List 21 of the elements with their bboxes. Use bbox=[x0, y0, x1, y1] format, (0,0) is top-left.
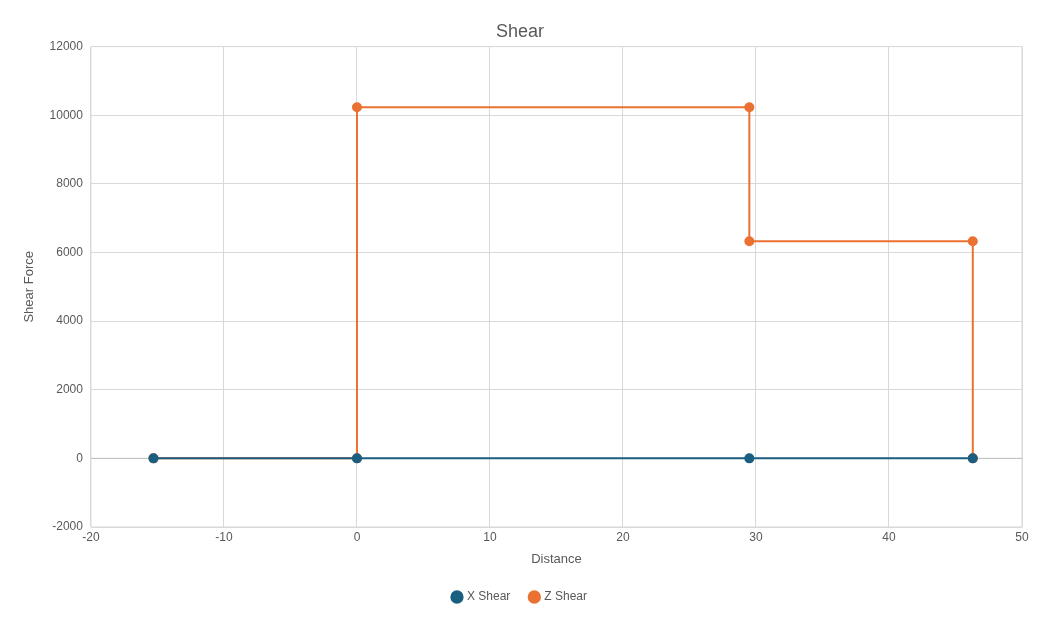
x-tick-label: 30 bbox=[749, 529, 763, 544]
x-tick-label: 20 bbox=[616, 529, 630, 544]
y-tick-label: 0 bbox=[76, 450, 84, 465]
y-tick-label: 4000 bbox=[56, 313, 84, 328]
y-tick-label: 12000 bbox=[49, 38, 84, 53]
x-tick-label: 50 bbox=[1015, 529, 1029, 544]
y-tick-label: 8000 bbox=[56, 176, 84, 191]
y-axis-title: Shear Force bbox=[21, 251, 37, 323]
x-tick-label: 10 bbox=[483, 529, 497, 544]
x-axis-title: Distance bbox=[531, 550, 582, 566]
y-tick-label: -2000 bbox=[52, 519, 84, 534]
x-tick-label: -20 bbox=[82, 529, 100, 544]
y-tick-label: 10000 bbox=[49, 107, 84, 122]
chart-title: Shear bbox=[495, 20, 545, 41]
x-tick-label: -10 bbox=[215, 529, 233, 544]
legend-label: Z Shear bbox=[544, 589, 588, 604]
y-tick-label: 2000 bbox=[56, 382, 84, 397]
legend-label: X Shear bbox=[466, 589, 511, 604]
x-tick-label: 0 bbox=[353, 529, 361, 544]
y-tick-label: 6000 bbox=[56, 244, 84, 259]
x-tick-label: 40 bbox=[882, 529, 896, 544]
